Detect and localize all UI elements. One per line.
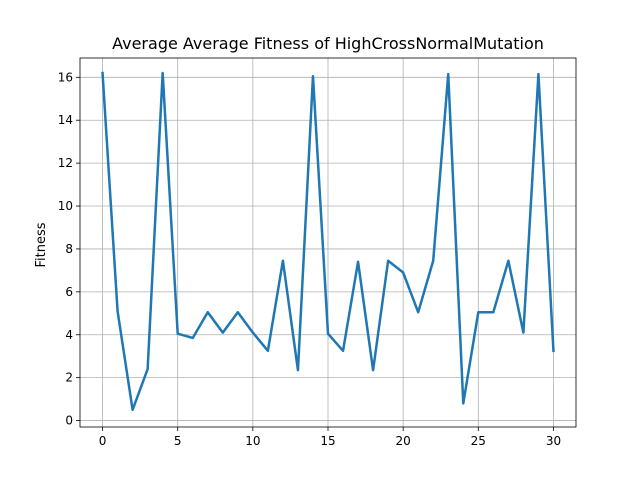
y-tick-label: 16 — [58, 70, 73, 84]
x-tick-label: 25 — [471, 434, 486, 448]
series-line — [101, 71, 555, 412]
x-tick-label: 30 — [546, 434, 561, 448]
x-tick-label: 20 — [396, 434, 411, 448]
y-tick-label: 0 — [65, 414, 73, 428]
x-tick-label: 0 — [99, 434, 107, 448]
y-tick-label: 8 — [65, 242, 73, 256]
y-tick-label: 2 — [65, 371, 73, 385]
x-tick-label: 15 — [320, 434, 335, 448]
y-tick-label: 6 — [65, 285, 73, 299]
grid — [80, 58, 576, 427]
y-tick-label: 10 — [58, 199, 73, 213]
y-tick-label: 12 — [58, 156, 73, 170]
axes: 0 5 10 15 20 25 30 0 2 4 6 8 10 12 14 16 — [58, 57, 577, 448]
x-tick-label: 10 — [245, 434, 260, 448]
y-axis-label: Fitness — [34, 222, 49, 267]
series-layer — [101, 71, 555, 412]
y-tick-label: 14 — [58, 113, 73, 127]
x-tick-label: 5 — [174, 434, 182, 448]
y-tick-label: 4 — [65, 328, 73, 342]
chart-title: Average Average Fitness of HighCrossNorm… — [112, 34, 544, 53]
